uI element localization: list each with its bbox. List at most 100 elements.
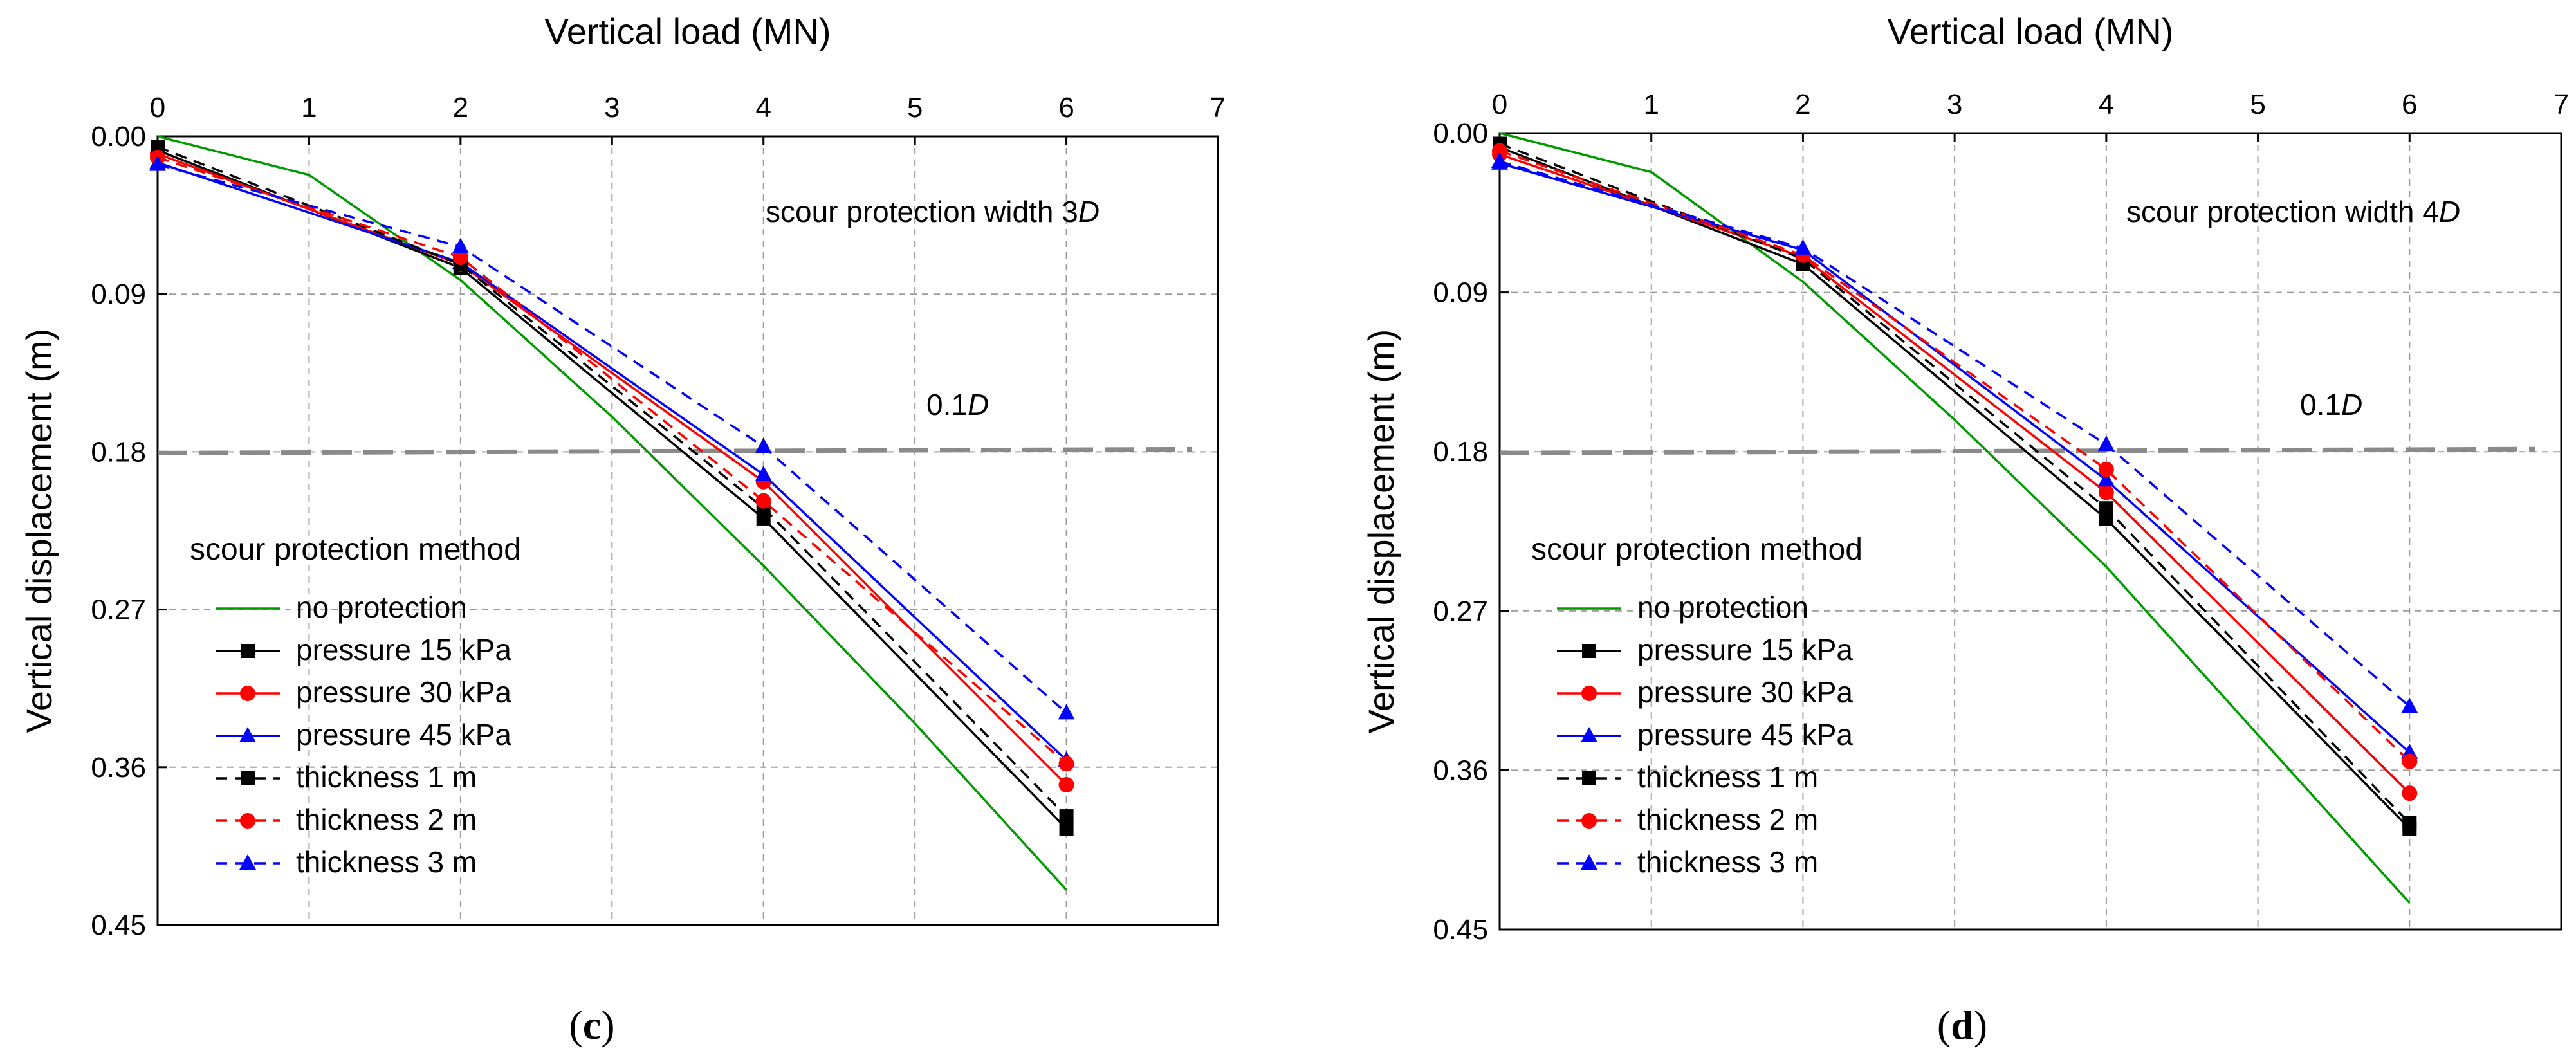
data-point-marker	[452, 249, 468, 265]
annotation-d: D	[2439, 195, 2460, 228]
legend-swatch-marker	[240, 686, 255, 701]
chart-panel-0: 0 1 2 3 4 5 6 7 0.00 0.09 0.18 0.27 0.36 0.45 Vertical…	[19, 11, 1226, 1048]
legend-entry-label: thickness 1 m	[1637, 760, 1818, 794]
y-tick-label: 0.18	[91, 436, 146, 468]
x-tick-label: 4	[2099, 89, 2114, 120]
series-thickness-3-m	[1491, 152, 2418, 713]
legend-swatch-marker	[239, 854, 256, 870]
data-point-marker	[2098, 461, 2114, 477]
y-tick-label: 0.36	[1433, 755, 1488, 786]
x-tick-label: 5	[907, 92, 923, 124]
x-tick-label: 0	[150, 92, 165, 124]
legend-swatch-marker	[1581, 813, 1597, 829]
legend-entry-label: thickness 1 m	[296, 760, 477, 794]
y-tick-label: 0.45	[1433, 914, 1488, 946]
x-tick-label: 5	[2250, 89, 2265, 120]
series-line	[157, 156, 1067, 765]
legend-entry-label: thickness 2 m	[296, 803, 477, 836]
data-point-marker	[151, 140, 165, 154]
width-annotation: scour protection width 4D	[2126, 195, 2460, 228]
reference-line	[1499, 446, 2536, 455]
panel-label-close: )	[601, 1002, 614, 1048]
legend-entry-label: no protection	[296, 591, 467, 624]
data-point-marker	[2402, 753, 2418, 769]
panel-label: (d)	[1937, 1002, 1987, 1048]
y-tick-label: 0.00	[1433, 118, 1488, 149]
x-tick-label: 0	[1492, 89, 1507, 120]
x-tick-label: 3	[1947, 89, 1962, 120]
data-point-marker	[452, 237, 469, 253]
reference-label-d: D	[2341, 388, 2362, 421]
data-point-marker	[2097, 435, 2115, 452]
reference-label-number: 0.1	[2300, 388, 2341, 421]
data-point-marker	[2097, 471, 2115, 487]
reference-line	[157, 446, 1193, 455]
annotation-text: scour protection width 4	[2126, 195, 2439, 228]
x-tick-label: 2	[1795, 89, 1810, 120]
legend-entry-label: no protection	[1637, 591, 1808, 624]
x-tick-label: 1	[301, 92, 317, 124]
data-point-marker	[1058, 756, 1074, 772]
data-point-marker	[1059, 809, 1074, 824]
y-tick-label: 0.36	[91, 752, 146, 783]
legend-entry-label: pressure 15 kPa	[1637, 633, 1853, 666]
series-thickness-3-m	[149, 155, 1075, 720]
data-point-marker	[2402, 816, 2417, 830]
data-point-marker	[1492, 143, 1507, 159]
x-tick-label: 7	[2553, 89, 2569, 120]
legend-entry-label: thickness 2 m	[1637, 803, 1818, 836]
y-tick-label: 0.09	[1433, 277, 1488, 309]
panel-label-close: )	[1974, 1002, 1987, 1048]
reference-label-number: 0.1	[926, 388, 968, 421]
legend-entry-label: pressure 30 kPa	[1637, 675, 1853, 709]
legend: scour protection method no protection pres…	[190, 533, 521, 879]
y-tick-label: 0.27	[91, 594, 146, 626]
series-line	[1499, 149, 2411, 762]
plot-frame	[156, 135, 1219, 926]
data-point-marker	[755, 493, 771, 509]
x-tick-label: 6	[1058, 92, 1074, 124]
series-thickness-2-m	[1492, 143, 2418, 769]
series-line	[1499, 162, 2411, 754]
y-axis-title: Vertical displacement (m)	[1361, 329, 1401, 734]
legend-entry-label: pressure 45 kPa	[296, 718, 511, 751]
y-tick-label: 0.27	[1433, 596, 1488, 627]
series-line	[157, 161, 1067, 762]
series-no-protection	[157, 135, 1067, 891]
legend-swatch-marker	[1582, 644, 1596, 658]
legend-swatch-marker	[1581, 686, 1597, 701]
data-point-marker	[755, 437, 772, 453]
data-point-marker	[755, 465, 772, 481]
y-tick-label: 0.00	[91, 121, 146, 152]
y-tick-label: 0.09	[91, 279, 146, 310]
legend-swatch-marker	[241, 771, 255, 785]
data-point-marker	[2402, 785, 2418, 801]
legend-swatch-marker	[1581, 854, 1597, 870]
data-point-marker	[149, 155, 166, 171]
data-point-marker	[1059, 821, 1074, 836]
y-axis-title: Vertical displacement (m)	[19, 329, 59, 733]
legend-swatch-marker	[241, 644, 255, 658]
annotation-d: D	[1078, 195, 1099, 228]
reference-line-label: 0.1D	[926, 388, 989, 421]
y-tick-label: 0.45	[91, 910, 146, 941]
series-no-protection	[1499, 132, 2411, 904]
panel-label-letter: d	[1951, 1002, 1974, 1048]
legend-title: scour protection method	[190, 533, 521, 567]
chart-panel-1: 0 1 2 3 4 5 6 7 0.00 0.09 0.18 0.27 0.36 0.45 Vertical…	[1361, 11, 2569, 1048]
x-tick-label: 4	[755, 92, 771, 124]
data-point-marker	[1491, 152, 1508, 169]
legend-entry-label: thickness 3 m	[1637, 845, 1818, 879]
x-tick-label: 3	[604, 92, 620, 124]
panel-label-letter: c	[583, 1002, 601, 1048]
panel-label: (c)	[569, 1002, 614, 1048]
data-point-marker	[2099, 501, 2113, 516]
data-point-marker	[1794, 239, 1812, 255]
legend-swatch-marker	[239, 727, 256, 742]
x-tick-label: 6	[2402, 89, 2417, 120]
legend-swatch-marker	[1581, 727, 1597, 742]
y-tick-label: 0.18	[1433, 436, 1488, 468]
series-thickness-2-m	[150, 149, 1074, 772]
data-point-marker	[2098, 484, 2114, 500]
